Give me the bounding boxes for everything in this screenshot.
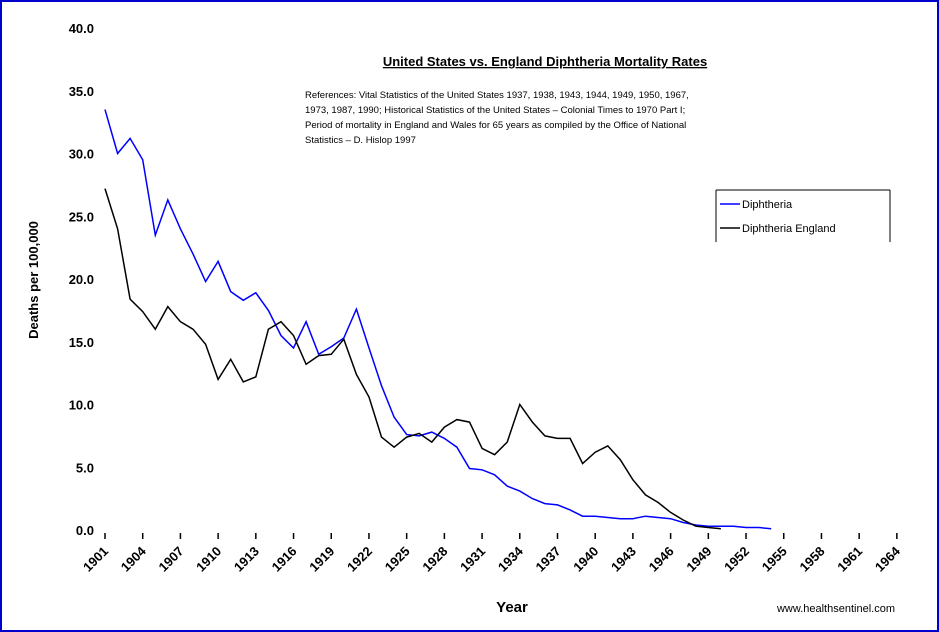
note-line: References: Vital Statistics of the Unit… [305,90,689,101]
note-line: Statistics – D. Hislop 1997 [305,135,416,146]
y-tick-label: 35.0 [69,84,94,99]
chart-title: United States vs. England Diphtheria Mor… [383,54,707,69]
legend-label: Diphtheria [742,199,793,211]
x-axis-label: Year [496,599,528,616]
note-line: Period of mortality in England and Wales… [305,120,686,131]
y-tick-label: 30.0 [69,147,94,162]
y-tick-label: 0.0 [76,523,94,538]
note-line: 1973, 1987, 1990; Historical Statistics … [305,105,685,116]
source: www.healthsentinel.com [776,603,895,615]
y-axis-label: Deaths per 100,000 [26,221,41,339]
y-tick-label: 5.0 [76,460,94,475]
series-line [104,188,721,530]
y-tick-label: 10.0 [69,398,94,413]
y-tick-label: 40.0 [69,21,94,36]
y-tick-label: 20.0 [69,272,94,287]
y-tick-label: 15.0 [69,335,94,350]
y-tick-label: 25.0 [69,209,94,224]
legend-label: Diphtheria England [742,223,836,235]
